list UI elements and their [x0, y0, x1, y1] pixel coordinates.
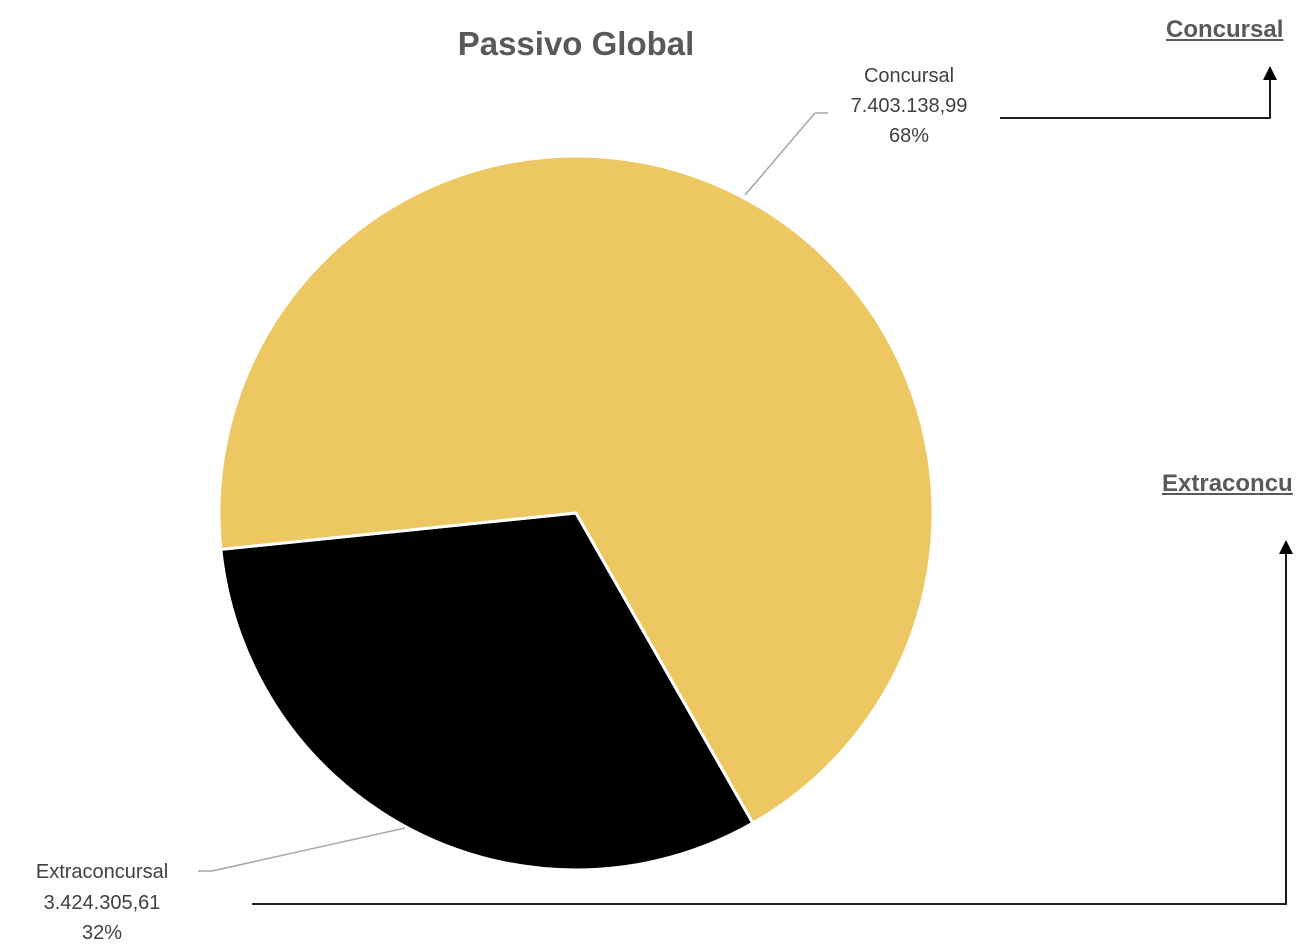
extraconcursal-arrowhead: [1279, 540, 1293, 554]
extraconcursal-link[interactable]: Extraconcu: [1162, 470, 1293, 497]
extraconcursal-value-label: 3.424.305,61: [44, 892, 161, 914]
concursal-leader-line: [744, 112, 816, 196]
concursal-name-label: Concursal: [864, 65, 954, 87]
extraconcursal-name-label: Extraconcursal: [36, 861, 168, 883]
concursal-arrowhead: [1263, 66, 1277, 80]
pie-slice-extraconcursal: [219, 511, 755, 872]
concursal-link[interactable]: Concursal: [1166, 16, 1284, 43]
concursal-value-label: 7.403.138,99: [851, 95, 968, 117]
extraconcursal-connector: [252, 554, 1287, 905]
concursal-connector: [1000, 80, 1271, 119]
extraconcursal-leader-line: [211, 827, 406, 872]
pie-slice-concursal: [217, 154, 935, 826]
concursal-percent-label: 68%: [889, 125, 929, 147]
chart-title: Passivo Global: [458, 25, 695, 62]
extraconcursal-percent-label: 32%: [82, 922, 122, 944]
